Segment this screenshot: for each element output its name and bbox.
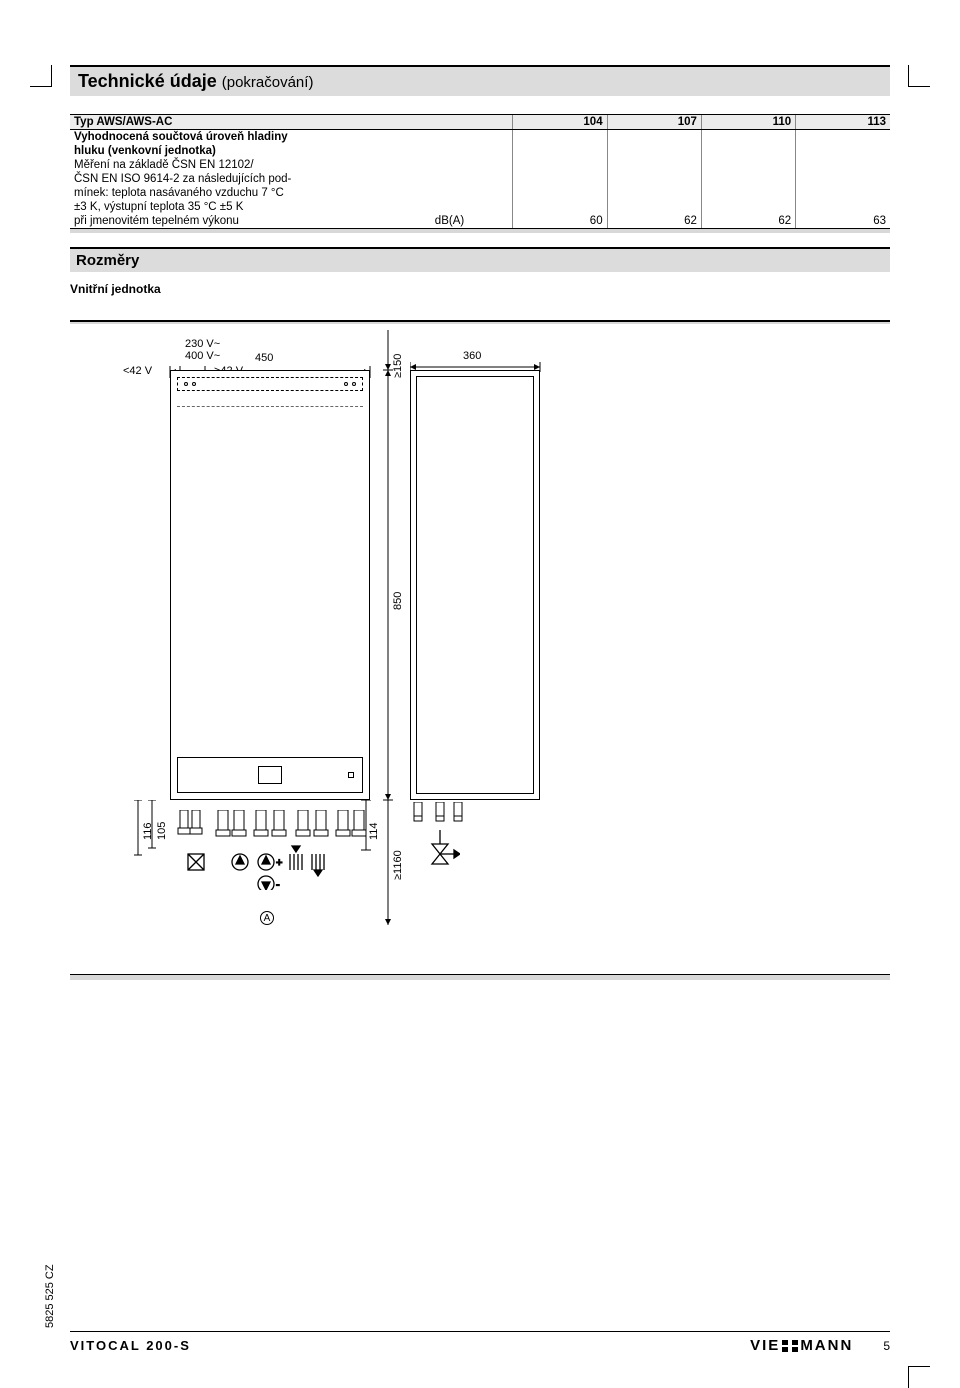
tbl-hdr-v3: 113: [796, 115, 890, 130]
tbl-row-l4: ±3 K, výstupní teplota 35 °C ±5 K: [70, 200, 431, 214]
page-title: Technické údaje (pokračování): [70, 65, 890, 96]
svg-text:-: -: [276, 879, 280, 890]
tbl-row-last-v0: 60: [513, 214, 607, 229]
title-main: Technické údaje: [78, 71, 217, 91]
title-sub: (pokračování): [222, 74, 314, 91]
tbl-row-bold: Vyhodnocená součtová úroveň hladiny: [70, 130, 431, 145]
tbl-row-l1: Měření na základě ČSN EN 12102/: [70, 158, 431, 172]
tbl-hdr-v1: 107: [607, 115, 701, 130]
tbl-hdr-v0: 104: [513, 115, 607, 130]
tbl-row-last-label: při jmenovitém tepelném výkonu: [70, 214, 431, 229]
dim-230v: 230 V~: [185, 338, 220, 350]
dim-lt42: <42 V: [123, 365, 152, 377]
section-rozmery: Rozměry: [70, 247, 890, 272]
brand-logo: VIE MANN: [750, 1337, 853, 1354]
tbl-row-l0: hluku (venkovní jednotka): [70, 144, 431, 158]
marker-a: A: [260, 910, 274, 925]
page-footer: VITOCAL 200-S VIE MANN 5: [70, 1331, 890, 1354]
spec-table: Typ AWS/AWS-AC 104 107 110 113 Vyhodnoce…: [70, 114, 890, 233]
bottom-connectors: + -: [170, 810, 370, 870]
product-name: VITOCAL 200-S: [70, 1338, 191, 1353]
unit-front-view: [170, 370, 370, 800]
svg-text:+: +: [276, 857, 282, 869]
tbl-hdr-v2: 110: [701, 115, 795, 130]
tbl-row-last-v1: 62: [607, 214, 701, 229]
doc-code: 5825 525 CZ: [44, 1264, 56, 1328]
valve-symbol: [420, 830, 460, 870]
tbl-row-last-v3: 63: [796, 214, 890, 229]
technical-drawing: 230 V~ 400 V~ <42 V >42 V 450 360 ≥150 8…: [70, 310, 890, 980]
tbl-row-l3: mínek: teplota nasávaného vzduchu 7 °C: [70, 186, 431, 200]
page-number: 5: [883, 1339, 890, 1353]
tbl-hdr-label: Typ AWS/AWS-AC: [70, 115, 431, 130]
unit-side-view: [410, 370, 540, 800]
tbl-row-last-v2: 62: [701, 214, 795, 229]
section-sub: Vnitřní jednotka: [70, 280, 890, 298]
tbl-row-l2: ČSN EN ISO 9614-2 za následujících pod-: [70, 172, 431, 186]
tbl-row-last-unit: dB(A): [431, 214, 513, 229]
